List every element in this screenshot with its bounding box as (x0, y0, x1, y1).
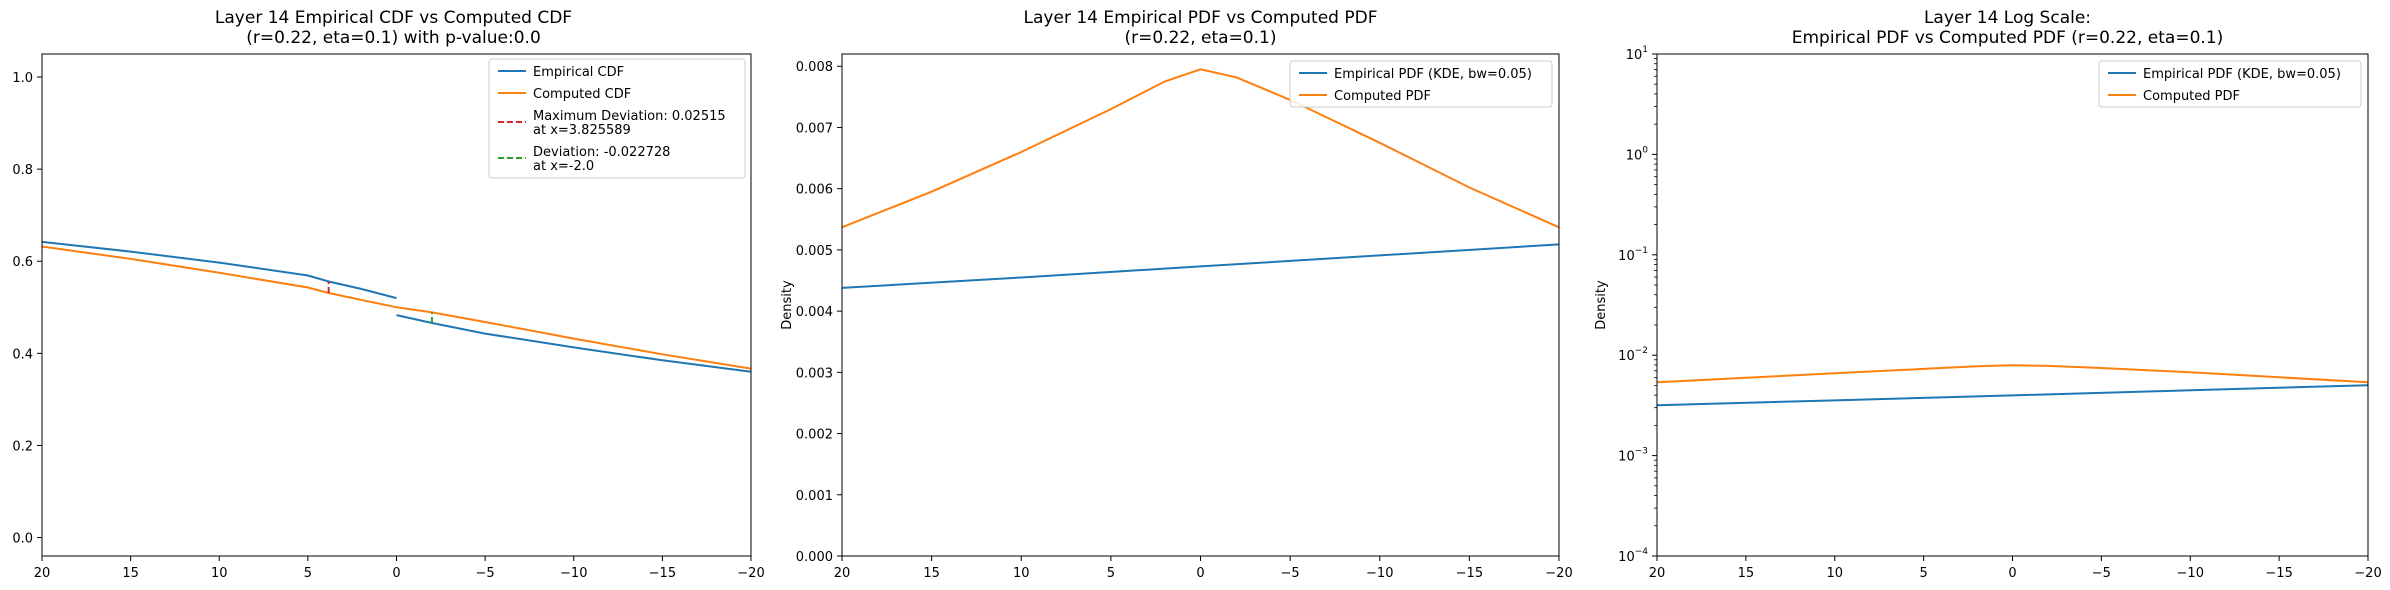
x-tick-label: −5 (2092, 566, 2111, 581)
x-tick-label: 10 (211, 566, 228, 581)
pdf-y-axis-label: Density (780, 280, 795, 330)
x-tick-label: −20 (2354, 566, 2381, 581)
cdf-title-line1: Layer 14 Empirical CDF vs Computed CDF (215, 8, 572, 28)
legend-sub-max-deviation: at x=3.825589 (533, 123, 631, 138)
y-tick-label: 0.004 (796, 305, 833, 320)
x-tick-label: 20 (1649, 566, 1666, 581)
pdf-title-line2: (r=0.22, eta=0.1) (1125, 28, 1277, 48)
log-title-line1: Layer 14 Log Scale: (1924, 8, 2091, 28)
pdf-panel: Layer 14 Empirical PDF vs Computed PDF (… (780, 8, 1573, 581)
pdf-title-line1: Layer 14 Empirical PDF vs Computed PDF (1024, 8, 1378, 28)
y-tick-label: 1.0 (12, 71, 33, 86)
x-tick-label: 5 (304, 566, 312, 581)
y-tick-label: 100 (1626, 145, 1649, 163)
x-tick-label: 10 (1013, 566, 1030, 581)
x-tick-label: 0 (2008, 566, 2016, 581)
log-axes-frame (1656, 53, 2369, 557)
x-tick-label: −5 (476, 566, 495, 581)
legend-label-computed-cdf: Computed CDF (533, 87, 631, 102)
cdf-plot-area: 20 15 10 5 0 −5 −10 −15 −20 0.0 0.2 0.4 0.6 0.8 1.0 (12, 71, 764, 581)
cdf-panel: Layer 14 Empirical CDF vs Computed CDF (… (12, 8, 764, 581)
y-tick-label: 0.003 (796, 366, 833, 381)
series-line (1656, 384, 2369, 407)
y-tick-label: 0.6 (12, 255, 33, 270)
series-line (41, 245, 752, 370)
legend-label-empirical-pdf: Empirical PDF (KDE, bw=0.05) (1334, 67, 1532, 82)
log-title-line2: Empirical PDF vs Computed PDF (r=0.22, e… (1792, 28, 2223, 48)
legend-label-max-deviation: Maximum Deviation: 0.02515 (533, 109, 726, 124)
legend-sub-deviation: at x=-2.0 (533, 159, 594, 174)
x-tick-label: 15 (1738, 566, 1755, 581)
x-tick-label: −10 (560, 566, 587, 581)
x-tick-label: 5 (1107, 566, 1115, 581)
cdf-axes-frame (41, 53, 752, 557)
legend-label-computed-pdf: Computed PDF (1334, 89, 1431, 104)
series-line (841, 68, 1560, 229)
y-tick-label: 10−1 (1618, 246, 1648, 264)
y-tick-label: 0.002 (796, 428, 833, 443)
cdf-legend-box (488, 58, 746, 179)
y-tick-label: 10−2 (1618, 346, 1648, 364)
y-tick-label: 10−4 (1618, 547, 1648, 565)
y-tick-label: 0.4 (12, 347, 33, 362)
series-line (396, 314, 752, 373)
x-tick-label: −10 (1366, 566, 1393, 581)
series-line (1656, 364, 2369, 384)
y-tick-label: 0.001 (796, 489, 833, 504)
legend-label-empirical-pdf-log: Empirical PDF (KDE, bw=0.05) (2143, 67, 2341, 82)
y-tick-label: 0.007 (796, 121, 833, 136)
legend-label-computed-pdf-log: Computed PDF (2143, 89, 2240, 104)
log-y-axis-label: Density (1594, 280, 1609, 330)
y-tick-label: 0.000 (796, 550, 833, 565)
y-tick-label: 10−3 (1618, 447, 1648, 465)
y-tick-label: 0.008 (796, 60, 833, 75)
pdf-legend: Empirical PDF (KDE, bw=0.05) Computed PD… (1289, 60, 1553, 108)
pdf-legend-box (1289, 60, 1553, 108)
y-tick-label: 0.8 (12, 163, 33, 178)
pdf-plot-area: 20 15 10 5 0 −5 −10 −15 −20 0.000 0.001 0.002 0.003 0… (796, 60, 1573, 581)
x-tick-label: 20 (834, 566, 851, 581)
x-tick-label: 5 (1919, 566, 1927, 581)
log-legend-box (2098, 60, 2362, 108)
y-tick-label: 0.005 (796, 244, 833, 259)
x-tick-label: 15 (923, 566, 940, 581)
series-line (41, 240, 397, 300)
x-tick-label: 0 (1196, 566, 1204, 581)
x-tick-label: −15 (2265, 566, 2292, 581)
y-tick-label: 101 (1626, 45, 1648, 63)
legend-label-deviation: Deviation: -0.022728 (533, 145, 670, 160)
pdf-axes-frame (841, 53, 1560, 557)
x-tick-label: −15 (1456, 566, 1483, 581)
x-tick-label: −10 (2177, 566, 2204, 581)
x-tick-label: 15 (122, 566, 139, 581)
y-tick-label: 0.2 (12, 439, 33, 454)
cdf-title-line2: (r=0.22, eta=0.1) with p-value:0.0 (246, 28, 541, 48)
x-tick-label: 20 (34, 566, 51, 581)
x-tick-label: −15 (649, 566, 676, 581)
cdf-legend: Empirical CDF Computed CDF Maximum Devia… (488, 58, 746, 179)
x-tick-label: 0 (392, 566, 400, 581)
series-line (841, 243, 1560, 289)
log-pdf-panel: Layer 14 Log Scale: Empirical PDF vs Com… (1594, 8, 2382, 581)
log-legend: Empirical PDF (KDE, bw=0.05) Computed PD… (2098, 60, 2362, 108)
x-tick-label: −20 (1545, 566, 1572, 581)
legend-label-empirical-cdf: Empirical CDF (533, 65, 624, 80)
x-tick-label: −20 (737, 566, 764, 581)
x-tick-label: −5 (1281, 566, 1300, 581)
y-tick-label: 0.0 (12, 532, 33, 547)
y-tick-label: 0.006 (796, 183, 833, 198)
x-tick-label: 10 (1826, 566, 1843, 581)
